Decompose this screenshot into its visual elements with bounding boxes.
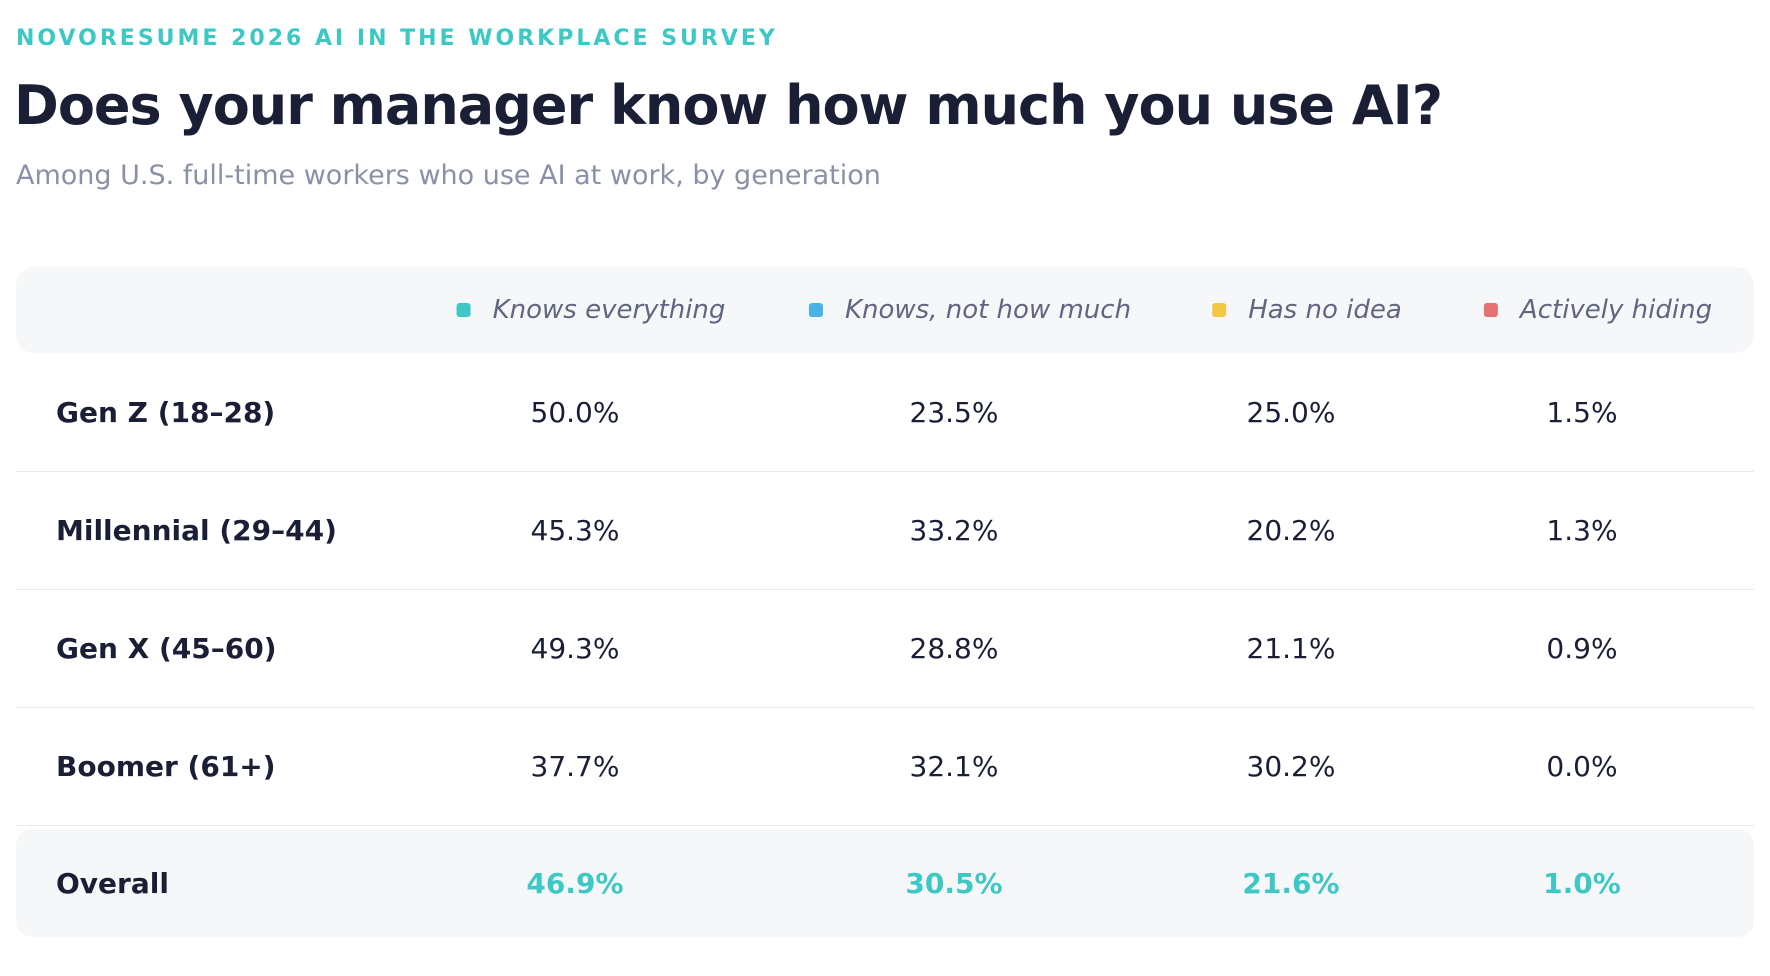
cell-value: 25.0% [1246,395,1336,429]
table-header: Knows everything Knows, not how much Has n… [16,267,1754,353]
row-label: Millennial (29–44) [56,513,337,547]
legend-dot [1483,303,1498,317]
table-row: Gen Z (18–28) 50.0% 23.5% 25.0% 1.5% [16,353,1754,472]
row-label: Gen Z (18–28) [56,395,276,429]
row-label: Gen X (45–60) [56,631,277,665]
row-label: Boomer (61+) [56,749,276,783]
legend-dot [1212,303,1227,317]
title: Does your manager know how much you use … [14,74,1443,137]
column-header: Knows, not how much [808,267,1132,353]
cell-value: 37.7% [530,749,620,783]
column-header: Actively hiding [1483,267,1713,353]
table-row: Millennial (29–44) 45.3% 33.2% 20.2% 1.3% [16,471,1754,590]
cell-value: 20.2% [1246,513,1336,547]
legend-dot [456,303,471,317]
cell-value: 23.5% [909,395,999,429]
column-header: Has no idea [1212,267,1402,353]
cell-value: 21.1% [1246,631,1336,665]
column-name: Knows everything [492,295,726,325]
column-name: Knows, not how much [844,295,1132,325]
row-label: Overall [56,866,169,900]
legend-dot [808,303,823,317]
cell-value: 50.0% [530,395,620,429]
cell-value: 45.3% [530,513,620,547]
cell-value: 33.2% [909,513,999,547]
cell-value: 1.0% [1543,866,1621,900]
cell-value: 21.6% [1242,866,1340,900]
cell-value: 30.5% [905,866,1003,900]
eyebrow: NOVORESUME 2026 AI IN THE WORKPLACE SURV… [16,26,778,51]
column-name: Actively hiding [1519,295,1713,325]
table-row: Boomer (61+) 37.7% 32.1% 30.2% 0.0% [16,707,1754,826]
column-name: Has no idea [1248,295,1402,325]
table-row: Gen X (45–60) 49.3% 28.8% 21.1% 0.9% [16,589,1754,708]
cell-value: 1.5% [1546,395,1618,429]
cell-value: 0.9% [1546,631,1618,665]
table: Knows everything Knows, not how much Has n… [16,267,1754,937]
cell-value: 30.2% [1246,749,1336,783]
cell-value: 49.3% [530,631,620,665]
total-row: Overall 46.9% 30.5% 21.6% 1.0% [16,829,1754,937]
cell-value: 32.1% [909,749,999,783]
cell-value: 0.0% [1546,749,1618,783]
column-header: Knows everything [456,267,726,353]
subtitle: Among U.S. full-time workers who use AI … [16,160,881,191]
cell-value: 1.3% [1546,513,1618,547]
cell-value: 46.9% [526,866,624,900]
cell-value: 28.8% [909,631,999,665]
